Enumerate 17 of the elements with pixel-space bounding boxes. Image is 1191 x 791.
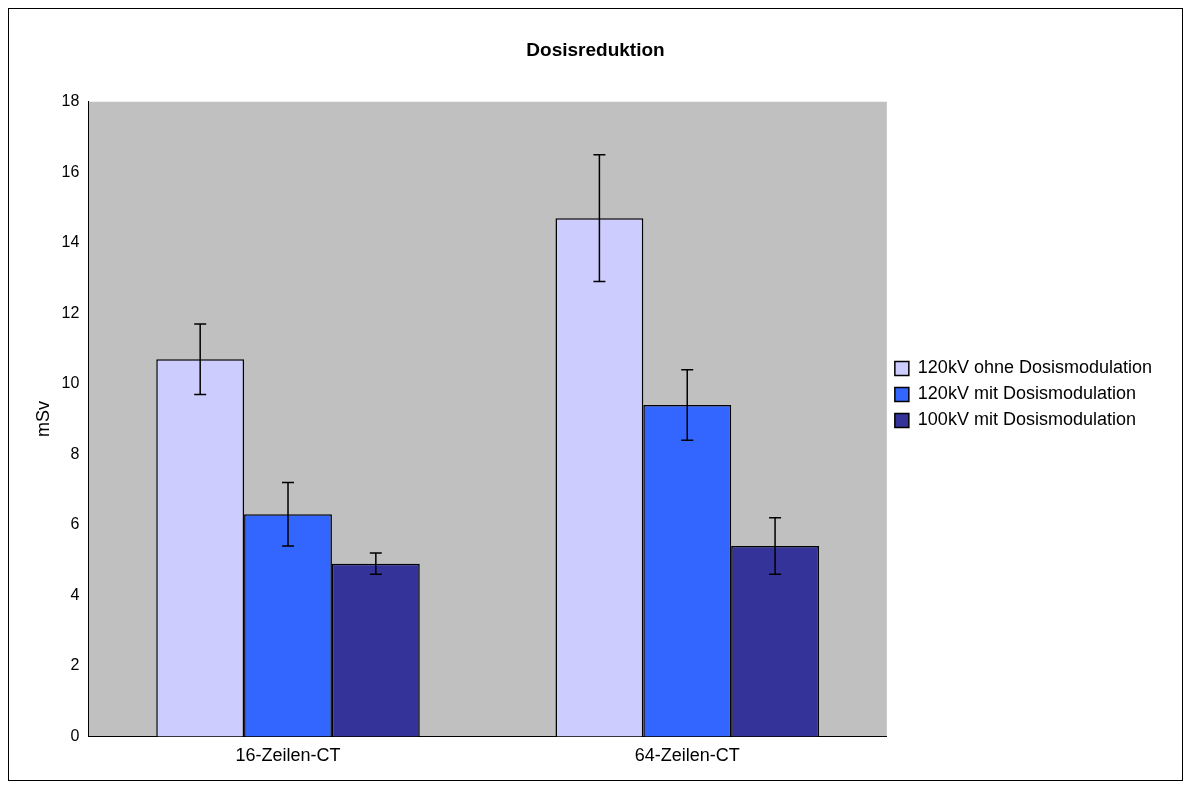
x-tick-label: 64-Zeilen-CT <box>634 745 740 766</box>
legend-label: 120kV ohne Dosismodulation <box>917 357 1153 378</box>
y-tick-label: 2 <box>70 656 80 674</box>
y-axis-title: mSv <box>32 401 53 438</box>
y-tick-label: 18 <box>61 92 80 110</box>
chart-title: Dosisreduktion <box>526 38 665 60</box>
y-tick-label: 4 <box>70 585 80 603</box>
legend-label: 100kV mit Dosismodulation <box>917 409 1136 430</box>
y-tick-label: 6 <box>70 515 80 533</box>
legend-label: 120kV mit Dosismodulation <box>917 383 1136 404</box>
y-tick-label: 10 <box>61 374 80 392</box>
y-tick-label: 0 <box>70 726 80 744</box>
x-tick-label: 16-Zeilen-CT <box>235 745 341 766</box>
y-tick-label: 16 <box>61 162 80 180</box>
y-tick-label: 14 <box>61 233 80 251</box>
y-tick-label: 12 <box>61 303 80 321</box>
y-tick-label: 8 <box>70 444 80 462</box>
